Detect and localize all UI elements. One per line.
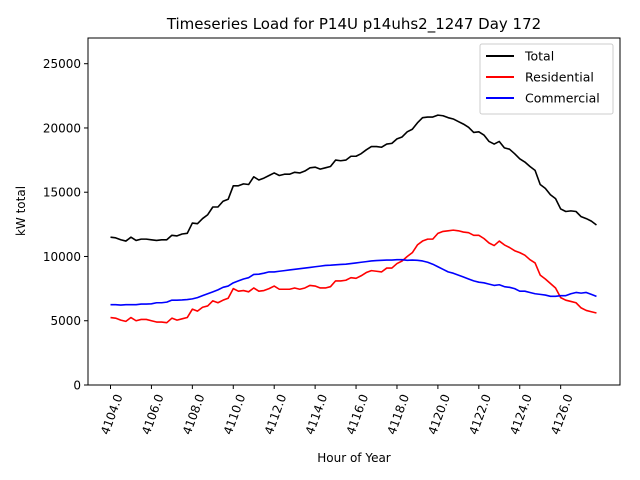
y-axis-label: kW total: [14, 186, 28, 236]
legend: Total Residential Commercial: [479, 43, 614, 115]
legend-box: [479, 43, 614, 115]
series-line-total: [110, 114, 597, 242]
y-tick-label: 25000: [43, 57, 81, 71]
series-layer: [110, 114, 597, 324]
plot-frame: [87, 37, 621, 386]
x-axis-label: Hour of Year: [317, 451, 391, 465]
y-tick-label: 20000: [43, 121, 81, 135]
y-tick-label: 5000: [50, 314, 81, 328]
y-tick-label: 10000: [43, 250, 81, 264]
y-tick-label: 0: [73, 379, 81, 393]
legend-label-commercial: Commercial: [525, 91, 600, 106]
y-tick-label: 15000: [43, 186, 81, 200]
chart-title: Timeseries Load for P14U p14uhs2_1247 Da…: [166, 15, 541, 34]
legend-label-residential: Residential: [525, 70, 594, 85]
series-line-commercial: [110, 258, 597, 306]
legend-label-total: Total: [524, 49, 554, 64]
series-line-residential: [110, 229, 597, 324]
